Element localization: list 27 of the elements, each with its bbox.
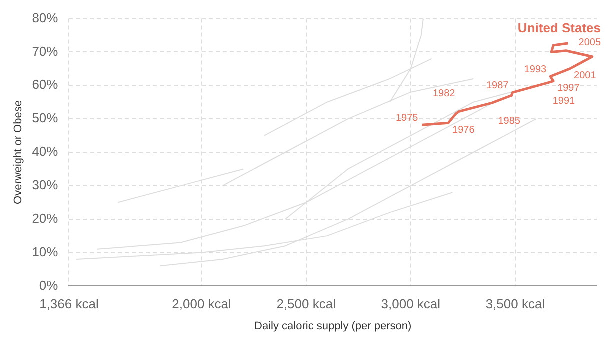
y-tick-label: 30% (32, 178, 59, 193)
x-tick-label: 3,500 kcal (486, 296, 546, 312)
series-label: United States (518, 20, 602, 36)
annotation: 1985 (498, 116, 521, 127)
annotation: 1982 (432, 88, 456, 100)
annotation: 2005 (578, 38, 602, 49)
y-tick-label: 40% (32, 144, 59, 160)
x-tick-label: 3,000 kcal (381, 296, 441, 312)
y-tick-label: 0% (39, 278, 59, 293)
x-tick-label: 1,366 kcal (40, 296, 99, 312)
y-tick-label: 70% (32, 44, 59, 59)
y-tick-label: 60% (32, 77, 59, 92)
x-axis-title: Daily caloric supply (per person) (254, 320, 412, 332)
annotation: 1975 (396, 112, 419, 124)
y-tick-label: 50% (32, 110, 59, 126)
annotation: 2001 (574, 70, 597, 82)
y-axis-title: Overweight or Obese (12, 100, 25, 204)
annotation: 1997 (558, 83, 580, 94)
annotation: 1991 (552, 96, 576, 108)
annotation: 1987 (486, 80, 510, 92)
y-tick-label: 80% (32, 10, 59, 26)
x-tick-label: 2,500 kcal (276, 296, 336, 312)
y-tick-label: 20% (32, 210, 59, 226)
y-tick-label: 10% (32, 244, 59, 260)
annotation: 1993 (524, 64, 548, 76)
x-tick-label: 2,000 kcal (172, 296, 232, 312)
annotation: 1976 (452, 124, 476, 136)
